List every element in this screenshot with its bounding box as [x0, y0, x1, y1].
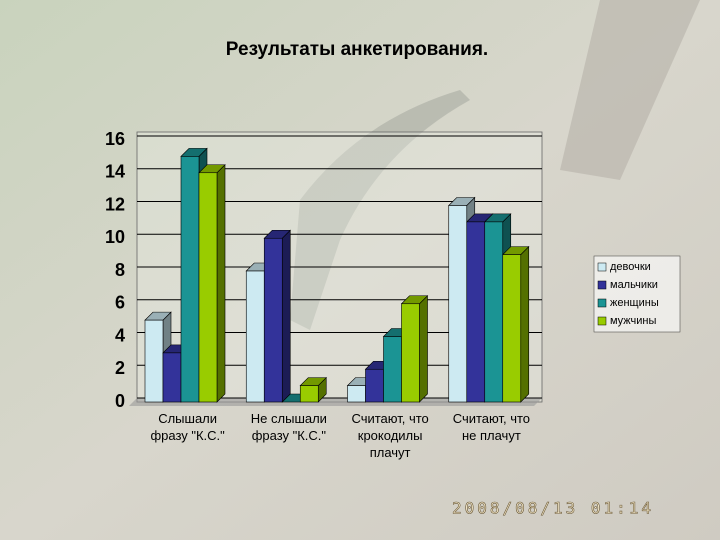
- bar: [502, 245, 530, 403]
- x-tick-label-line: Считают, что: [453, 411, 530, 426]
- x-tick-label-line: Не слышали: [251, 411, 327, 426]
- y-tick-label: 16: [105, 129, 125, 149]
- x-tick-label-line: Слышали: [158, 411, 217, 426]
- bar-front: [162, 352, 182, 403]
- y-tick-label: 6: [115, 293, 125, 313]
- bar: [400, 295, 429, 403]
- y-tick-label: 8: [115, 260, 125, 280]
- bar-front: [144, 319, 164, 403]
- legend-swatch: [597, 262, 607, 272]
- legend-box: [593, 255, 681, 333]
- bar-front: [484, 221, 504, 403]
- y-tick-label: 0: [115, 391, 125, 411]
- bar: [263, 229, 291, 403]
- x-tick-label-line: крокодилы: [358, 428, 423, 443]
- bar-side: [281, 229, 291, 403]
- bar-front: [245, 270, 265, 403]
- bar-side: [216, 164, 226, 403]
- crocodile: [290, 90, 470, 330]
- timestamp: 2008/08/13 01:14: [452, 499, 654, 518]
- x-tick-label: Слышали фразу "К.С.": [150, 411, 225, 443]
- y-tick-label: 14: [105, 162, 125, 182]
- legend-swatch: [597, 280, 607, 290]
- y-tick-label: 4: [115, 325, 125, 345]
- bar-front: [502, 254, 522, 403]
- x-tick-label: Считают, что не плачут: [453, 411, 530, 443]
- legend-label: женщины: [610, 297, 659, 309]
- bar: [299, 376, 327, 403]
- bar-front: [365, 368, 384, 403]
- x-tick-label: Считают, что крокодилы плачут: [351, 411, 428, 460]
- chart-title: Результаты анкетирования.: [226, 39, 488, 60]
- legend-swatch: [597, 316, 607, 326]
- bar-side: [520, 245, 530, 403]
- x-tick-label-line: фразу "К.С.": [150, 428, 225, 443]
- tree-trunk: [560, 0, 700, 180]
- bar-front: [299, 385, 319, 403]
- x-tick-label: Не слышали фразу "К.С.": [251, 411, 327, 443]
- bar: [198, 164, 226, 403]
- x-tick-label-line: фразу "К.С.": [252, 428, 327, 443]
- y-tick-label: 2: [115, 358, 125, 378]
- x-tick-label-line: плачут: [370, 445, 411, 460]
- bar-side: [419, 295, 428, 403]
- bar-front: [383, 336, 402, 403]
- x-tick-label-line: не плачут: [462, 428, 521, 443]
- bar-front: [347, 385, 366, 403]
- x-tick-label-line: Считают, что: [351, 411, 428, 426]
- legend-label: мальчики: [610, 279, 658, 291]
- legend-label: девочки: [610, 261, 651, 273]
- y-tick-label: 12: [105, 194, 125, 214]
- bar-front: [401, 303, 420, 403]
- legend-label: мужчины: [610, 315, 656, 327]
- legend-swatch: [597, 298, 607, 308]
- bar-front: [448, 205, 468, 403]
- bar-front: [198, 172, 218, 403]
- bar-front: [263, 237, 283, 403]
- bar-front: [466, 221, 486, 403]
- y-tick-label: 10: [105, 227, 125, 247]
- bar-front: [180, 156, 200, 403]
- floor: [129, 398, 542, 406]
